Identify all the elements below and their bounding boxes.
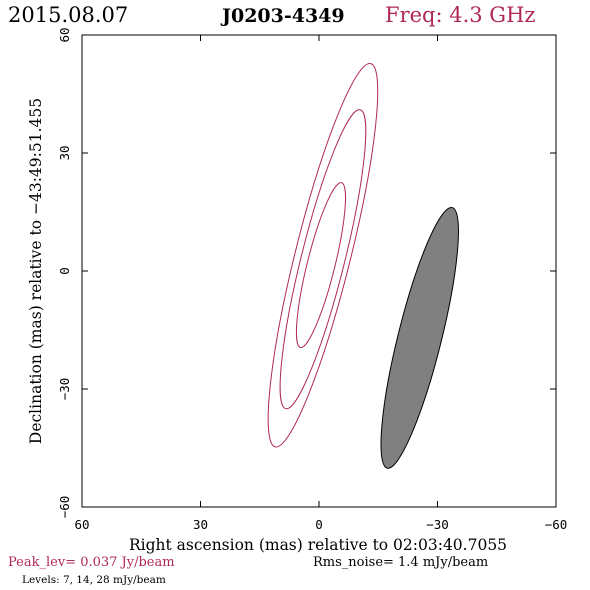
axis-ticks	[81, 34, 557, 508]
y-tick-labels: −60 −30 0 30 60	[57, 27, 72, 518]
contour-levels: Levels: 7, 14, 28 mJy/beam	[22, 574, 166, 586]
contour-28mjy	[295, 182, 347, 349]
beam-ellipse	[380, 206, 459, 469]
x-tick-labels: 60 30 0 −30 −60	[74, 517, 567, 532]
plot-frame	[81, 34, 557, 508]
x-tick-label: −60	[545, 517, 568, 532]
y-tick-label: 30	[57, 145, 72, 160]
x-tick-label: 60	[74, 517, 89, 532]
x-tick-label: −30	[426, 517, 449, 532]
x-tick-label: 0	[315, 517, 323, 532]
contour-group	[267, 63, 379, 448]
peak-level: Peak_lev= 0.037 Jy/beam	[8, 555, 175, 570]
y-tick-label: 60	[57, 27, 72, 42]
source-name: J0203-4349	[220, 5, 345, 27]
frequency-label: Freq: 4.3 GHz	[385, 3, 535, 27]
x-tick-label: 30	[193, 517, 208, 532]
beam-group	[380, 206, 459, 469]
y-axis-label: Declination (mas) relative to −43:49:51.…	[27, 98, 45, 444]
y-tick-label: −60	[57, 496, 72, 519]
observation-date: 2015.08.07	[8, 3, 128, 27]
contour-14mjy	[279, 109, 367, 410]
y-tick-label: 0	[57, 267, 72, 275]
y-tick-label: −30	[57, 378, 72, 401]
contour-7mjy	[267, 63, 379, 448]
rms-noise: Rms_noise= 1.4 mJy/beam	[313, 555, 488, 570]
x-axis-label: Right ascension (mas) relative to 02:03:…	[129, 536, 507, 554]
